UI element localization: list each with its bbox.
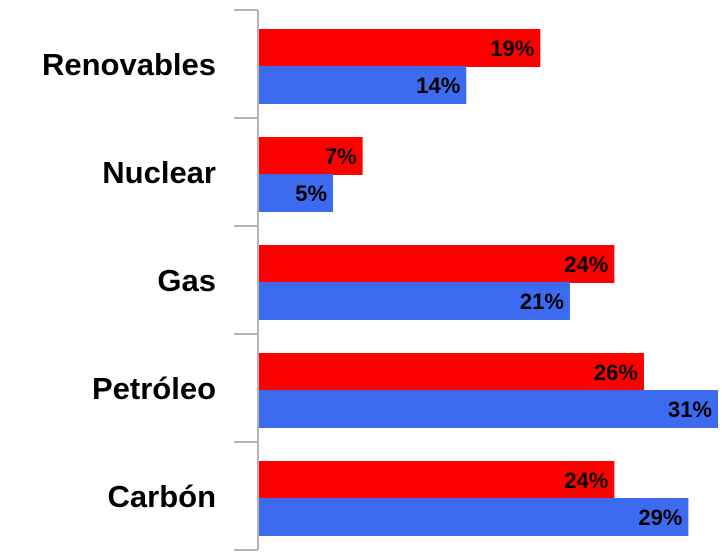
chart-bars xyxy=(259,29,718,536)
data-label: 19% xyxy=(490,36,534,61)
category-label: Gas xyxy=(157,263,216,298)
category-label: Nuclear xyxy=(102,155,216,190)
data-label: 7% xyxy=(325,144,357,169)
data-label: 24% xyxy=(564,252,608,277)
category-label: Carbón xyxy=(108,479,217,514)
category-label: Petróleo xyxy=(92,371,216,406)
category-label: Renovables xyxy=(42,47,216,82)
data-label: 26% xyxy=(594,360,638,385)
data-label: 29% xyxy=(638,505,682,530)
data-label: 24% xyxy=(564,468,608,493)
data-label: 21% xyxy=(520,289,564,314)
data-label: 31% xyxy=(668,397,712,422)
data-label: 5% xyxy=(295,181,327,206)
chart-axis xyxy=(234,10,258,550)
bar-series-2 xyxy=(259,390,718,428)
bar-series-1 xyxy=(259,245,614,283)
data-label: 14% xyxy=(416,73,460,98)
bar-series-1 xyxy=(259,461,614,499)
bar-series-2 xyxy=(259,498,688,536)
bar-series-1 xyxy=(259,353,644,391)
